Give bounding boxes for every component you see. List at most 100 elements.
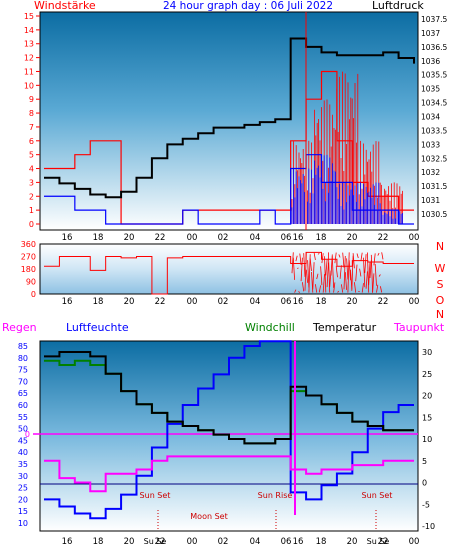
direction-x-tick: 00 [187,297,198,307]
top-left-tick: 7 [29,123,34,132]
top-left-tick: 12 [24,54,34,63]
climate-x-tick: 18 [316,537,327,547]
direction-jitter [342,252,345,268]
top-x-tick: 22 [155,233,166,243]
top-right-tick: 1032.5 [421,154,447,163]
direction-tick: 90 [26,278,36,287]
direction-jitter [377,252,380,256]
climate-x-tick: 16 [62,537,73,547]
top-right-tick: 1033 [421,140,440,149]
direction-jitter [325,259,328,276]
direction-jitter [295,255,298,262]
humidity-tick: 65 [18,389,28,398]
climate-x-tick: 18 [93,537,104,547]
top-plot-area [39,11,419,231]
direction-jitter [291,252,294,274]
direction-jitter [381,252,384,260]
humidity-tick: 10 [18,519,28,528]
wind-gust-series [44,154,414,225]
temperature-tick: -10 [422,522,435,531]
direction-jitter [367,252,370,293]
wind-direction-scatter [291,252,384,293]
chart-title: 24 hour graph day : 06 Juli 2022 [163,0,333,12]
temperature-tick: 30 [422,348,432,357]
temperature-tick: 5 [422,457,427,466]
top-right-tick: 1037.5 [421,15,447,24]
direction-jitter [376,284,379,293]
top-right-tick: 1030.5 [421,210,447,219]
direction-jitter [318,285,321,293]
top-left-tick: 14 [24,26,34,35]
climate-x-tick: 16 [293,537,304,547]
direction-jitter [339,265,342,279]
direction-jitter [364,254,367,274]
top-x-tick: 20 [347,233,358,243]
top-x-tick: 18 [93,233,104,243]
direction-jitter [346,258,349,280]
direction-jitter [373,253,376,266]
climate-x-tick: 22 [378,537,389,547]
humidity-tick: 35 [18,460,28,469]
direction-x-tick: 20 [347,297,358,307]
direction-jitter [316,273,319,280]
climate-x-tick: 20 [124,537,135,547]
direction-x-axis: 16 18 20 22 00 02 04 06 16 18 20 22 00 [62,297,420,307]
direction-x-tick: 22 [378,297,389,307]
direction-jitter [361,283,364,293]
direction-jitter [313,252,316,261]
direction-x-tick: 02 [218,297,229,307]
pressure-series [44,37,415,199]
top-right-tick: 1033.5 [421,126,447,135]
temperature-axis: -10 -5 0 5 10 15 20 25 30 [422,348,435,531]
direction-left-axis: 0 90 180 270 360 [21,240,36,299]
humidity-tick: 80 [18,354,28,363]
direction-jitter [299,253,302,266]
windchill-label: Windchill [245,321,295,334]
direction-x-tick: 16 [293,297,304,307]
humidity-axis: 10 15 20 25 30 35 40 45 50 55 60 65 70 75 80 85 [18,342,28,528]
direction-jitter [347,252,350,293]
pressure-label: Luftdruck [372,0,424,12]
top-left-tick: 6 [29,137,34,146]
direction-jitter [354,282,357,293]
compass-label: N [436,308,444,321]
direction-jitter [309,258,312,272]
direction-plot-area [39,243,419,295]
top-left-tick: 15 [24,12,34,21]
climate-x-tick: 00 [187,537,198,547]
top-x-tick: 00 [187,233,198,243]
top-left-tick: 4 [29,165,34,174]
direction-jitter [351,255,354,291]
direction-jitter [341,284,344,293]
temperature-tick: 0 [422,479,427,488]
direction-jitter [338,254,341,258]
wind-direction-series [44,251,414,295]
direction-jitter [324,256,327,293]
humidity-tick: 70 [18,377,28,386]
direction-tick: 180 [21,265,36,274]
top-right-tick: 1035 [421,85,440,94]
dewpoint-series [44,455,414,493]
humidity-tick: 75 [18,366,28,375]
top-x-tick: 00 [409,233,420,243]
climate-panel: Regen Luftfeuchte Windchill Temperatur T… [2,321,445,547]
direction-x-tick: 06 [281,297,292,307]
direction-jitter [369,260,372,278]
top-right-axis: 1030.5 1031 1031.5 1032 1032.5 1033 1033.5 1034… [421,15,447,219]
temperature-label: Temperatur [312,321,377,334]
compass-label: O [436,294,445,307]
rain-zero-tick: 0 [25,430,30,439]
direction-jitter [294,289,297,293]
annotation-moonset: Moon Set [190,512,227,521]
direction-x-tick: 04 [250,297,261,307]
compass-label: W [435,262,446,275]
climate-x-tick: 02 [218,537,229,547]
wind-speed-label: Windstärke [34,0,96,12]
temperature-tick: 15 [422,413,432,422]
top-x-tick: 18 [316,233,327,243]
top-right-tick: 1036.5 [421,43,447,52]
top-left-tick: 10 [24,81,34,90]
top-left-tick: 8 [29,109,34,118]
humidity-tick: 45 [18,436,28,445]
